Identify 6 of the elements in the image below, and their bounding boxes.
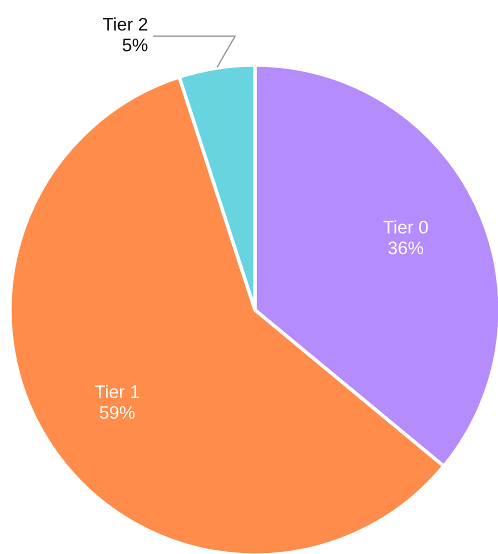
data-label: 59% xyxy=(100,406,135,419)
data-label: 5% xyxy=(122,38,148,52)
slice-label: Tier 0 xyxy=(383,220,428,234)
slice-label: Tier 1 xyxy=(94,384,140,398)
data-label: 36% xyxy=(388,242,424,254)
slice-label: Tier 2 xyxy=(103,17,148,31)
